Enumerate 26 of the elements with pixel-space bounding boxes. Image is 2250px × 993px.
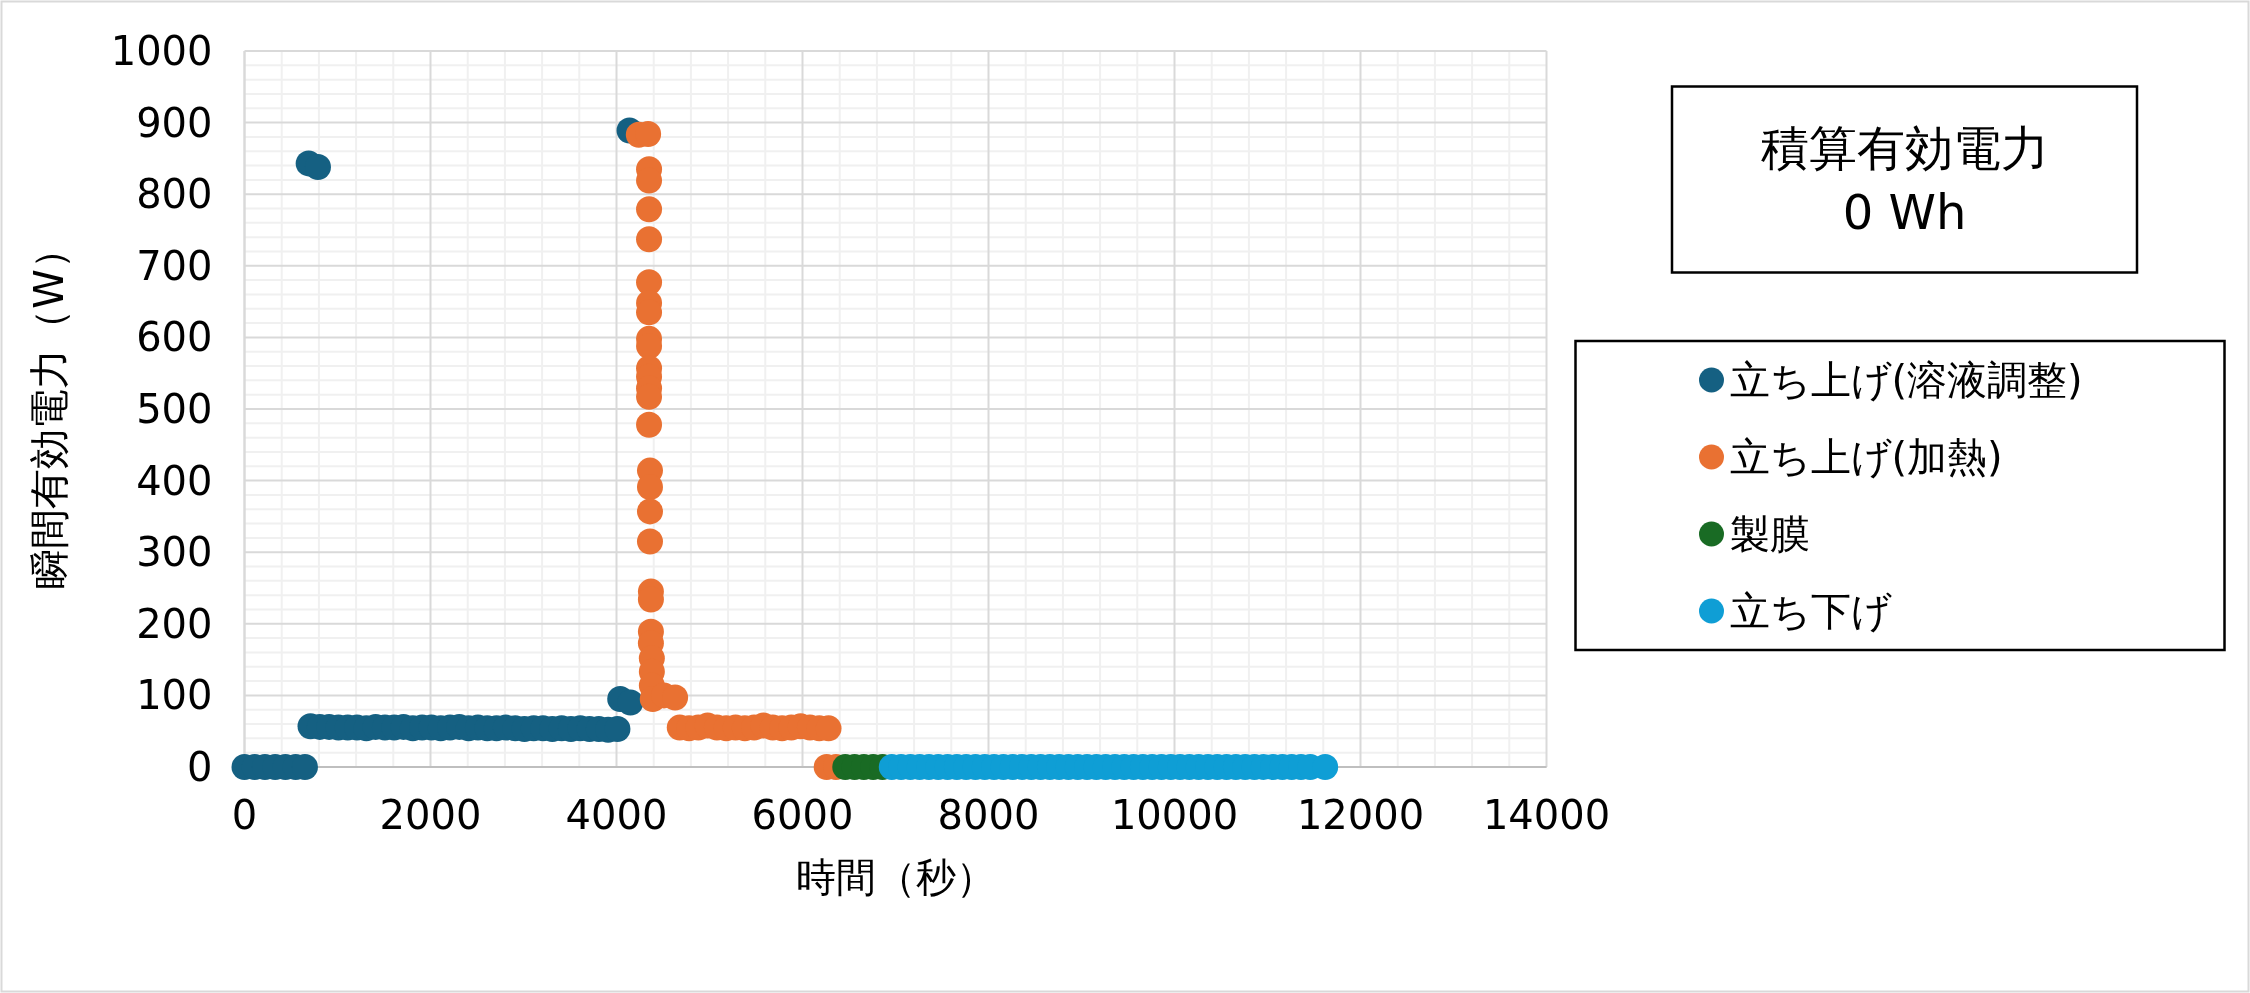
x-tick-label: 8000 [937, 792, 1040, 838]
legend-label: 立ち下げ [1729, 588, 1892, 634]
y-tick-label: 300 [136, 529, 213, 576]
note: 積算有効電力 0 Wh [1670, 85, 2139, 274]
x-tick-label: 0 [231, 792, 258, 838]
y-tick-label: 700 [136, 242, 213, 289]
x-tick-label: 10000 [1110, 792, 1239, 838]
y-tick-label: 100 [136, 672, 213, 719]
y-tick-label: 0 [187, 744, 213, 790]
y-tick-label: 500 [136, 386, 213, 432]
x-tick-label: 4000 [565, 792, 668, 838]
y-tick-label: 1000 [110, 28, 213, 74]
y-tick-label: 900 [136, 99, 213, 146]
legend-label: 立ち上げ(溶液調整) [1729, 357, 2083, 403]
x-axis-title: 時間（秒） [795, 854, 996, 900]
y-tick-label: 400 [136, 457, 213, 504]
y-tick-label: 600 [136, 314, 213, 361]
y-tick-label: 200 [136, 600, 213, 647]
legend-label: 立ち上げ(加熱) [1729, 434, 2003, 480]
x-tick-label: 6000 [751, 792, 854, 838]
x-tick-label: 12000 [1296, 792, 1425, 838]
y-axis-title: 瞬間有効電力（W） [26, 229, 72, 589]
x-tick-label: 2000 [379, 792, 482, 838]
y-tick-label: 800 [136, 171, 213, 218]
legend-label: 製膜 [1729, 511, 1810, 557]
x-tick-label: 14000 [1482, 792, 1611, 838]
